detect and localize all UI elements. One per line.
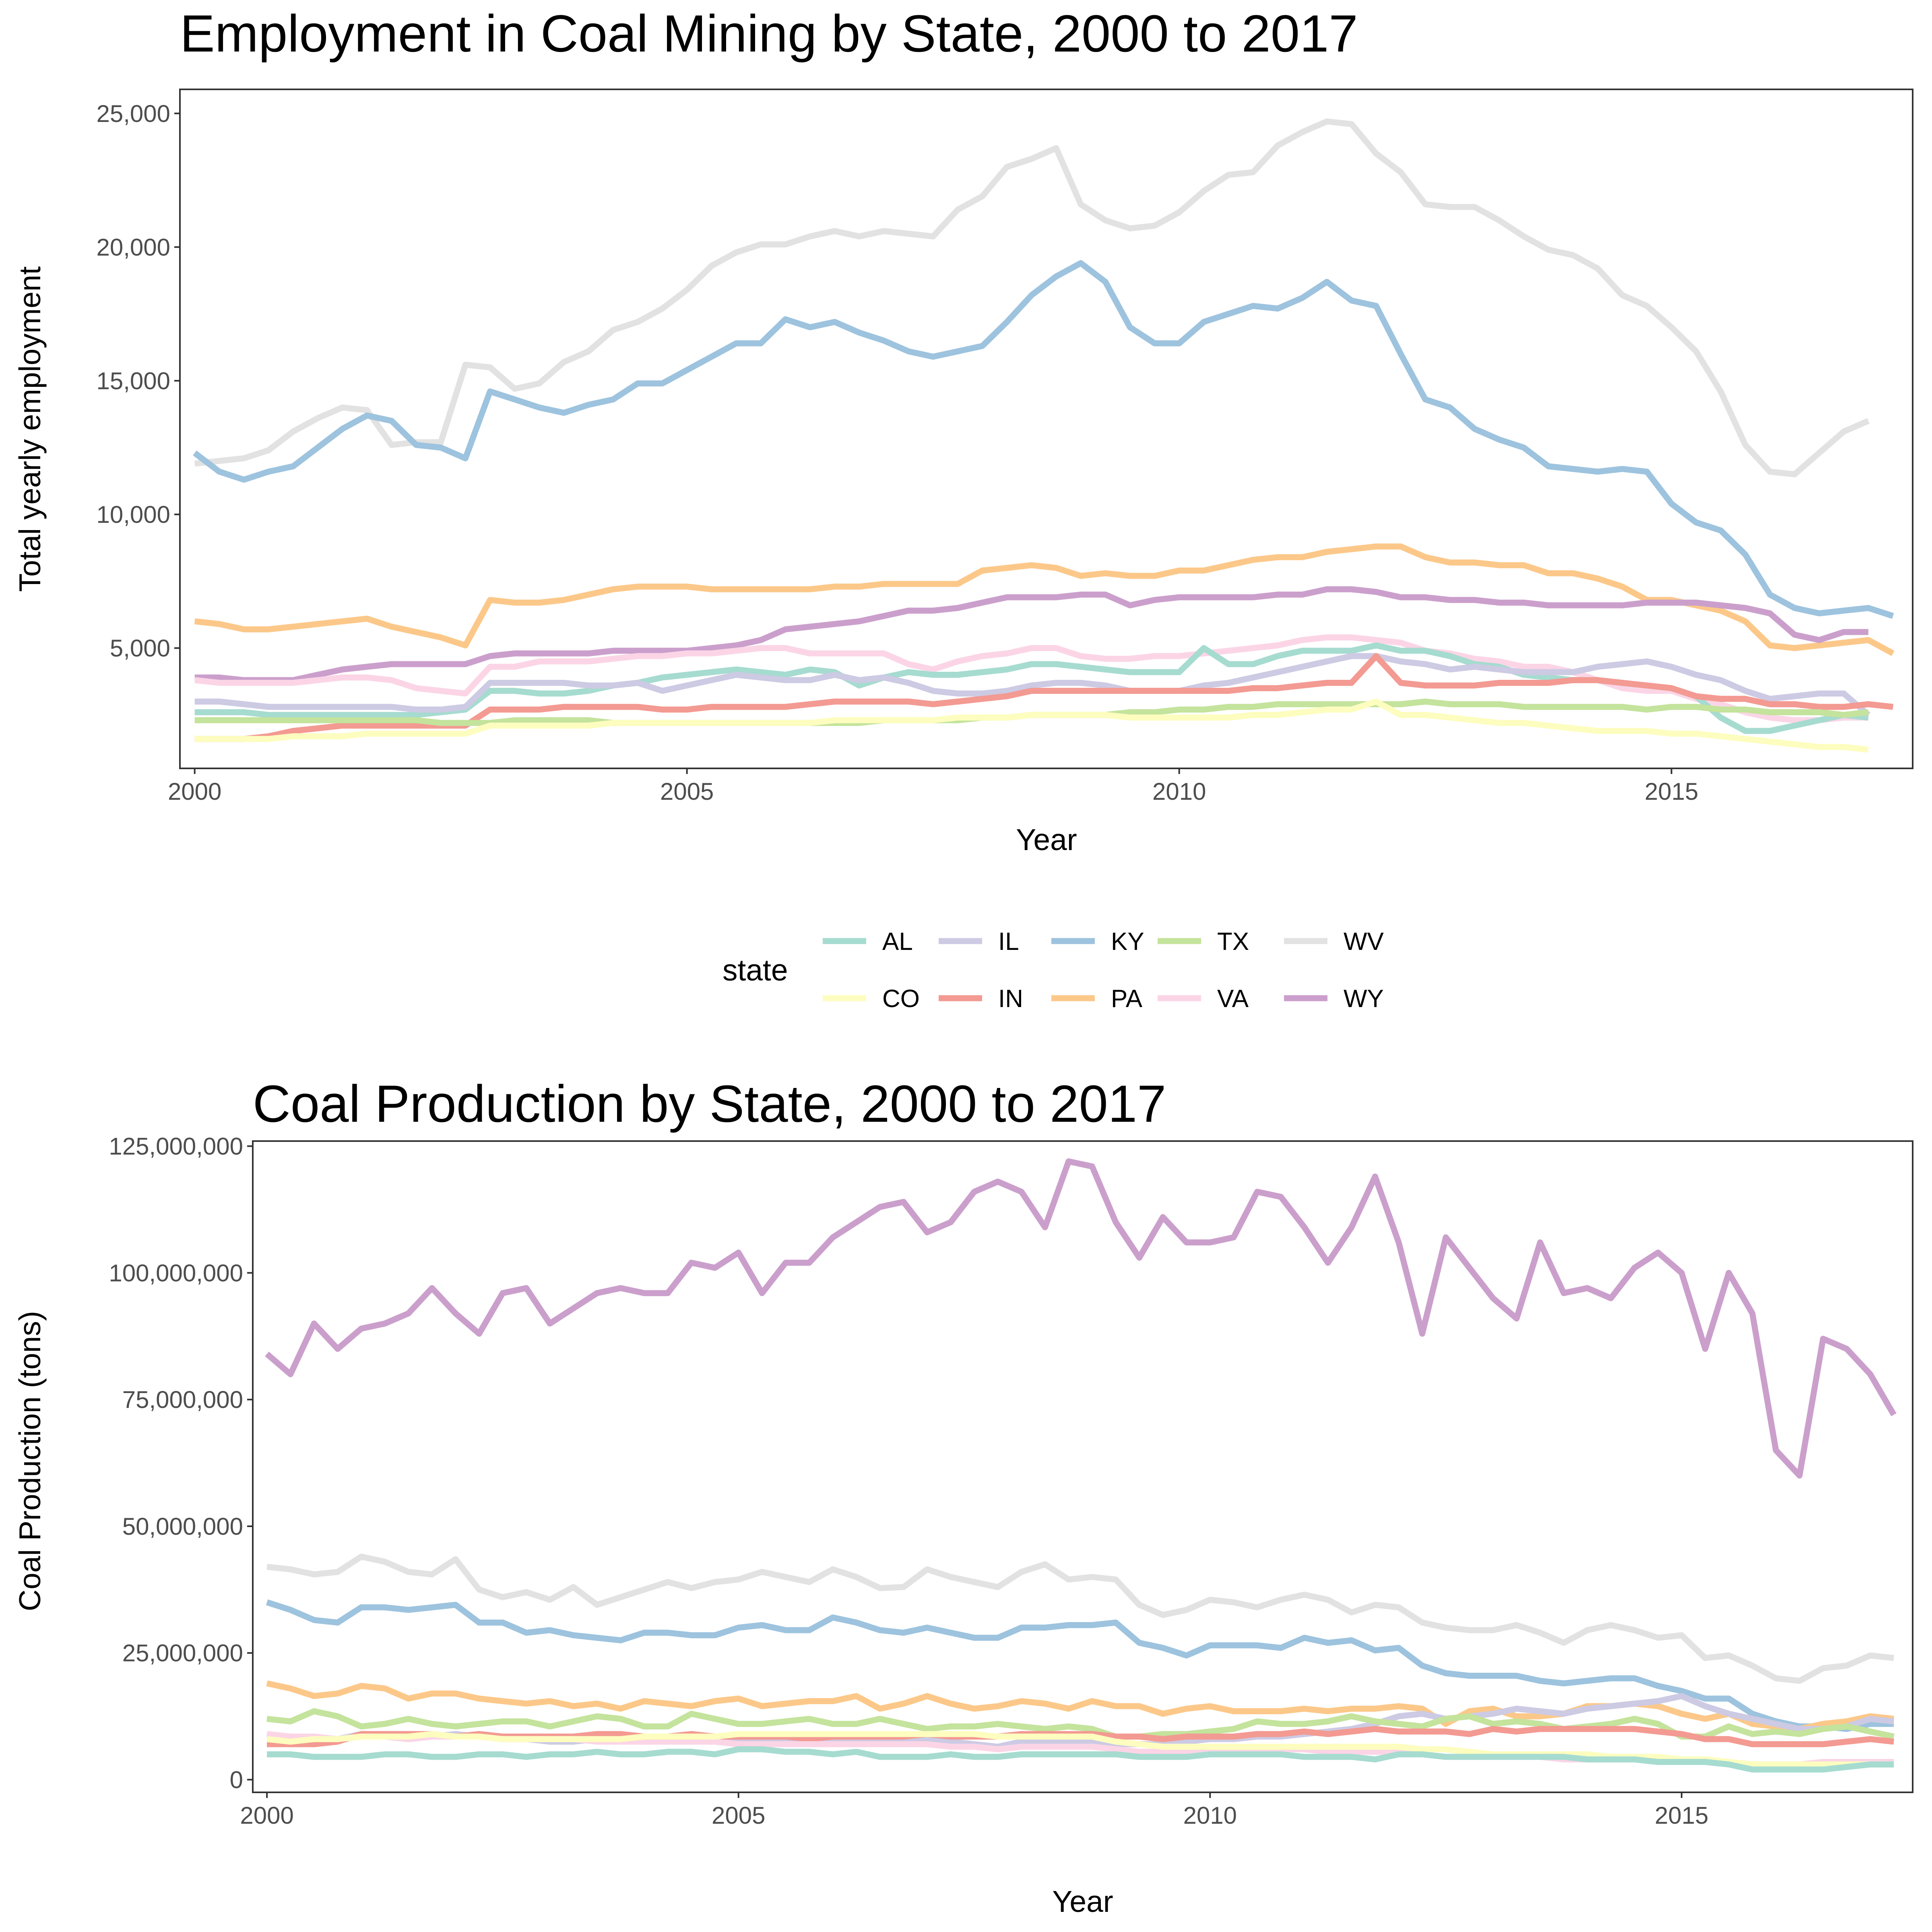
chart-title: Coal Production by State, 2000 to 2017 [253, 1074, 1166, 1133]
y-axis: 0 25,000,000 50,000,000 75,000,000 100,000,0… [109, 1133, 253, 1794]
legend-item-il: IL [939, 928, 1019, 956]
legend-item-wv: WV [1284, 928, 1384, 956]
series-line-al [267, 1746, 1894, 1773]
legend-label: WY [1344, 985, 1384, 1013]
plot-area [265, 1158, 1897, 1773]
legend-label: PA [1111, 985, 1143, 1013]
employment-chart: Employment in Coal Mining by State, 2000… [13, 4, 1913, 857]
series-line-ky [193, 260, 1894, 619]
x-axis: 2000 2005 2010 2015 [168, 768, 1698, 805]
x-tick-label: 2005 [712, 1802, 765, 1829]
series-line-ky [266, 1599, 1894, 1732]
y-tick-label: 0 [230, 1767, 243, 1794]
y-tick-label: 20,000 [96, 234, 170, 261]
legend-item-ky: KY [1051, 928, 1144, 956]
plot-area [193, 118, 1895, 753]
x-tick-label: 2005 [660, 778, 714, 805]
series-line-in [194, 653, 1893, 742]
y-tick-label: 25,000,000 [122, 1640, 243, 1667]
legend-item-tx: TX [1158, 928, 1249, 956]
y-tick-label: 15,000 [96, 367, 170, 394]
y-tick-label: 75,000,000 [122, 1386, 243, 1413]
legend-item-in: IN [939, 985, 1023, 1013]
legend-label: AL [882, 928, 913, 956]
series-line-pa [194, 543, 1895, 656]
x-tick-label: 2000 [240, 1802, 293, 1829]
legend-label: WV [1344, 928, 1384, 956]
y-tick-label: 100,000,000 [109, 1259, 243, 1286]
legend-items: AL IL KY TX WV CO IN PA VA WY [823, 928, 1384, 1013]
legend-label: KY [1111, 928, 1144, 956]
series-line-wv [194, 118, 1870, 477]
series-line-wv [266, 1554, 1894, 1684]
chart-title: Employment in Coal Mining by State, 2000… [180, 4, 1358, 63]
x-tick-label: 2015 [1645, 778, 1698, 805]
legend-title: state [722, 953, 788, 987]
series-line-tx [266, 1708, 1895, 1740]
plot-border [252, 1140, 1913, 1793]
y-tick-label: 50,000,000 [122, 1513, 243, 1540]
x-tick-label: 2015 [1655, 1802, 1708, 1829]
x-tick-label: 2000 [168, 778, 221, 805]
series-line-co [194, 698, 1869, 753]
legend: state AL IL KY TX WV CO IN PA VA WY [722, 928, 1384, 1013]
legend-label: CO [882, 985, 920, 1013]
legend-item-al: AL [823, 928, 913, 956]
y-tick-label: 25,000 [96, 100, 170, 127]
series-line-wy [265, 1158, 1897, 1479]
series-line-wy [194, 586, 1868, 683]
y-axis-title: Coal Production (tons) [13, 1311, 47, 1611]
legend-item-co: CO [823, 985, 920, 1013]
legend-label: TX [1217, 928, 1249, 956]
x-tick-label: 2010 [1183, 1802, 1237, 1829]
x-axis: 2000 2005 2010 2015 [240, 1792, 1709, 1829]
x-axis-title: Year [1016, 823, 1077, 857]
x-tick-label: 2010 [1152, 778, 1206, 805]
legend-item-wy: WY [1284, 985, 1384, 1013]
y-axis: 5,000 10,000 15,000 20,000 25,000 [96, 100, 180, 662]
legend-item-va: VA [1158, 985, 1249, 1013]
y-axis-title: Total yearly employment [13, 266, 47, 592]
production-chart: Coal Production by State, 2000 to 2017 0… [13, 1074, 1913, 1918]
plot-border [179, 89, 1913, 769]
x-axis-title: Year [1052, 1885, 1113, 1918]
series-line-il [194, 653, 1870, 717]
y-tick-label: 10,000 [96, 501, 170, 528]
legend-label: IN [998, 985, 1023, 1013]
legend-item-pa: PA [1051, 985, 1143, 1013]
legend-label: VA [1217, 985, 1249, 1013]
legend-label: IL [998, 928, 1019, 956]
y-tick-label: 5,000 [110, 635, 170, 662]
y-tick-label: 125,000,000 [109, 1133, 243, 1160]
